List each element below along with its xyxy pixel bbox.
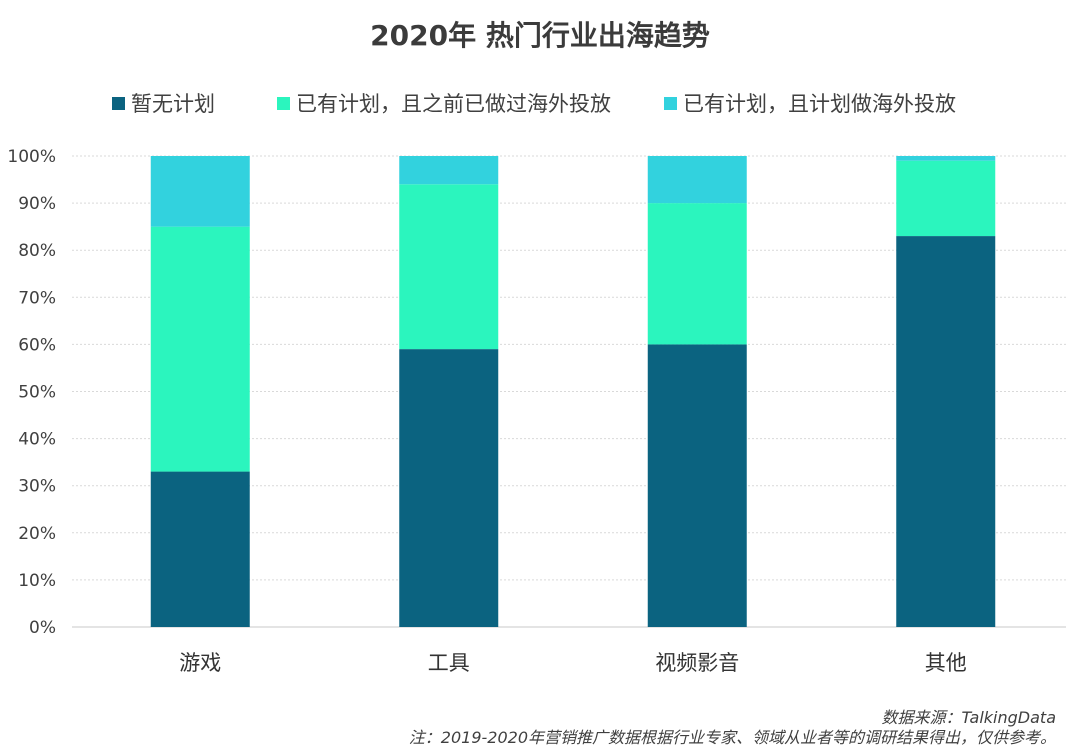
y-tick-label: 10% xyxy=(18,571,56,591)
bar-segment xyxy=(150,471,250,627)
bar-segment xyxy=(150,226,250,472)
bar-segment xyxy=(399,184,499,350)
bar-segment xyxy=(647,156,747,204)
bar-segment xyxy=(896,236,996,627)
x-tick-label: 工具 xyxy=(428,651,470,675)
bar-segment xyxy=(647,203,747,345)
legend-label-planned-done: 已有计划，且之前已做过海外投放 xyxy=(296,92,611,116)
bar-segment xyxy=(399,349,499,627)
x-tick-label: 其他 xyxy=(925,651,967,675)
bar-segment xyxy=(399,156,499,185)
legend-item-no-plan: 暂无计划 xyxy=(112,88,215,118)
y-tick-label: 100% xyxy=(7,147,56,167)
legend: 暂无计划 已有计划，且之前已做过海外投放 已有计划，且计划做海外投放 xyxy=(0,88,1080,120)
y-tick-label: 40% xyxy=(18,430,56,450)
bar-segment xyxy=(150,156,250,227)
legend-item-planned-done: 已有计划，且之前已做过海外投放 xyxy=(277,88,611,118)
y-tick-label: 70% xyxy=(18,288,56,308)
bar-segment xyxy=(896,156,996,161)
footnote: 注：2019-2020年营销推广数据根据行业专家、领域从业者等的调研结果得出，仅… xyxy=(408,728,1056,747)
y-tick-label: 80% xyxy=(18,241,56,261)
y-tick-label: 30% xyxy=(18,477,56,497)
bar-segment xyxy=(647,344,747,627)
legend-swatch-planned-done xyxy=(277,96,290,110)
x-tick-label: 游戏 xyxy=(179,651,221,675)
legend-swatch-planned-future xyxy=(664,96,677,110)
y-tick-label: 20% xyxy=(18,524,56,544)
x-tick-label: 视频影音 xyxy=(655,651,739,675)
legend-item-planned-future: 已有计划，且计划做海外投放 xyxy=(664,88,956,118)
chart-title: 2020年 热门行业出海趋势 xyxy=(370,19,710,52)
y-tick-label: 60% xyxy=(18,335,56,355)
source-note: 数据来源：TalkingData xyxy=(881,708,1056,727)
legend-swatch-no-plan xyxy=(112,96,125,110)
legend-label-no-plan: 暂无计划 xyxy=(131,92,215,116)
legend-label-planned-future: 已有计划，且计划做海外投放 xyxy=(683,92,956,116)
y-tick-label: 0% xyxy=(29,618,56,638)
y-tick-label: 50% xyxy=(18,383,56,403)
bar-segment xyxy=(896,160,996,237)
y-tick-label: 90% xyxy=(18,194,56,214)
